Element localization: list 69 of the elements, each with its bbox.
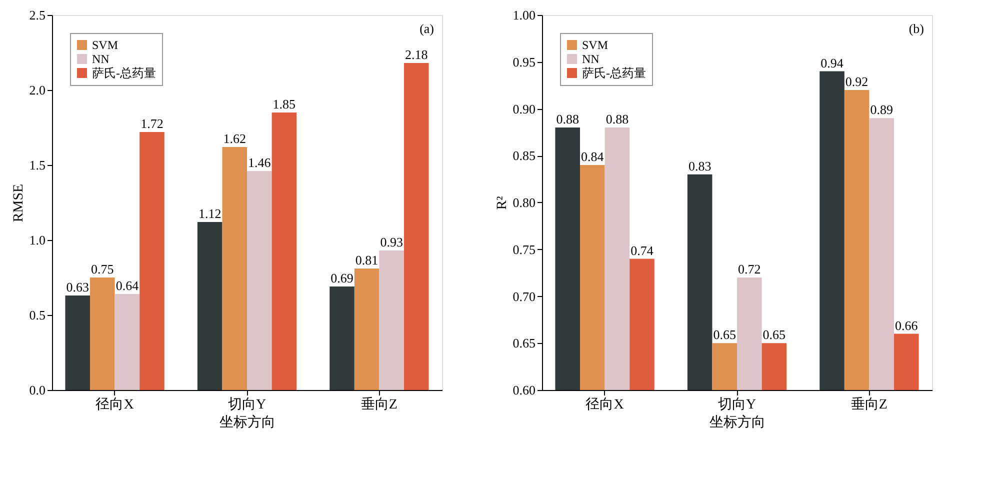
y-tick-label: 0.60 bbox=[512, 382, 536, 398]
y-tick-label: 2.5 bbox=[29, 8, 46, 22]
data-label: 0.84 bbox=[581, 149, 604, 164]
legend-label: 萨氏-总药量 bbox=[92, 66, 156, 80]
y-tick-label: 0.95 bbox=[512, 54, 536, 70]
data-label: 0.88 bbox=[556, 112, 579, 126]
bar bbox=[90, 278, 115, 390]
y-tick-label: 2.0 bbox=[29, 82, 46, 98]
data-label: 0.65 bbox=[713, 327, 736, 342]
x-tick-label: 切向Y bbox=[718, 396, 756, 412]
x-tick-label: 垂向Z bbox=[850, 396, 888, 412]
bar bbox=[272, 112, 297, 390]
y-axis-title: RMSE bbox=[11, 184, 26, 222]
legend-label: SVM bbox=[92, 38, 118, 52]
data-label: 0.64 bbox=[116, 278, 140, 293]
data-label: 1.72 bbox=[140, 116, 164, 131]
y-tick-label: 1.00 bbox=[512, 8, 536, 22]
data-label: 1.12 bbox=[198, 206, 222, 221]
y-tick-label: 0.70 bbox=[512, 288, 536, 304]
data-label: 0.83 bbox=[688, 158, 712, 174]
bar bbox=[247, 171, 272, 390]
annotation: (b) bbox=[908, 21, 924, 36]
bar bbox=[140, 132, 164, 390]
bar bbox=[404, 63, 429, 390]
y-tick-label: 0.80 bbox=[512, 195, 536, 210]
data-label: 2.18 bbox=[405, 47, 428, 62]
data-label: 1.62 bbox=[223, 131, 246, 146]
y-axis-title: R² bbox=[494, 196, 510, 210]
data-label: 0.93 bbox=[380, 234, 403, 250]
data-label: 1.46 bbox=[248, 155, 272, 170]
y-tick-label: 0.75 bbox=[512, 242, 536, 257]
y-tick-label: 1.0 bbox=[29, 232, 46, 248]
data-label: 1.85 bbox=[272, 96, 296, 112]
y-tick-label: 0.85 bbox=[512, 148, 536, 164]
x-axis-title: 坐标方向 bbox=[710, 414, 766, 430]
x-tick-label: 切向Y bbox=[228, 396, 266, 412]
data-label: 0.72 bbox=[738, 262, 761, 276]
bar bbox=[197, 222, 222, 390]
bar bbox=[330, 286, 354, 390]
legend-label: 萨氏-总药量 bbox=[582, 66, 646, 80]
bar bbox=[354, 268, 380, 390]
legend-label: SVM bbox=[582, 38, 608, 52]
bar bbox=[65, 296, 90, 390]
y-tick-label: 1.5 bbox=[29, 158, 46, 172]
legend-label: NN bbox=[582, 52, 600, 66]
y-tick-label: 0.90 bbox=[512, 101, 536, 116]
data-label: 0.81 bbox=[355, 252, 378, 268]
data-label: 0.75 bbox=[91, 262, 114, 276]
y-tick-label: 0.0 bbox=[29, 382, 46, 398]
data-label: 0.74 bbox=[630, 242, 654, 258]
x-tick-label: 径向X bbox=[96, 396, 134, 412]
bar bbox=[379, 250, 404, 390]
y-tick-label: 0.65 bbox=[512, 336, 536, 351]
x-axis-title: 坐标方向 bbox=[220, 414, 276, 430]
data-label: 0.89 bbox=[870, 102, 893, 118]
y-tick-label: 0.5 bbox=[29, 308, 46, 322]
bar bbox=[114, 294, 140, 390]
bar bbox=[222, 147, 247, 390]
legend-label: NN bbox=[92, 52, 110, 66]
data-label: 0.63 bbox=[66, 280, 89, 294]
data-label: 0.66 bbox=[895, 318, 918, 333]
data-label: 0.94 bbox=[820, 55, 844, 70]
x-tick-label: 垂向Z bbox=[360, 396, 398, 412]
data-label: 0.88 bbox=[606, 112, 629, 126]
x-tick-label: 径向X bbox=[586, 396, 624, 412]
data-label: 0.69 bbox=[330, 270, 354, 286]
annotation: (a) bbox=[420, 21, 434, 36]
data-label: 0.92 bbox=[845, 74, 868, 89]
data-label: 0.65 bbox=[762, 327, 786, 342]
